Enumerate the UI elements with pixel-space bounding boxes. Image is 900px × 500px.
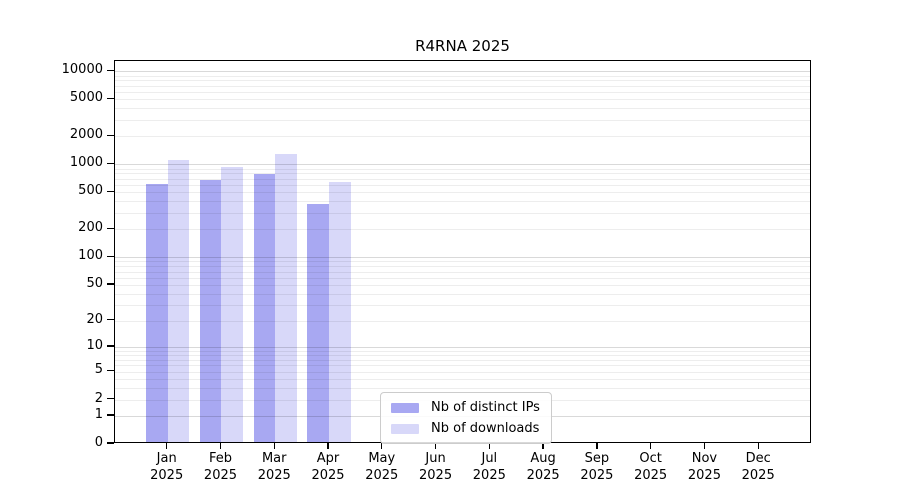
y-tick-label: 1: [94, 406, 103, 422]
legend-label-downloads: Nb of downloads: [431, 421, 540, 436]
x-tick-mark: [596, 443, 598, 449]
y-tick-mark: [107, 319, 114, 321]
bar-downloads-feb: [221, 166, 244, 442]
y-tick-label: 200: [78, 220, 103, 236]
y-tick-label: 100: [78, 248, 103, 264]
y-tick-mark: [107, 69, 114, 71]
x-tick-mark: [649, 443, 652, 449]
bar-distinct-ips-feb: [199, 180, 222, 442]
x-tick-mark: [542, 443, 544, 449]
y-tick-label: 2000: [69, 127, 103, 143]
x-tick-mark: [327, 443, 329, 449]
y-tick-label: 5000: [69, 90, 103, 106]
y-tick-label: 10: [86, 337, 103, 353]
x-tick-mark: [703, 443, 706, 449]
y-tick-label: 500: [78, 183, 103, 199]
legend-swatch-downloads-icon: [391, 423, 419, 434]
x-tick-mark: [757, 443, 759, 449]
x-tick-mark: [273, 443, 275, 449]
bar-downloads-jan: [167, 159, 190, 442]
x-tick-label: Apr 2025: [311, 451, 345, 483]
y-tick-mark: [107, 283, 114, 285]
legend-swatch-ips-icon: [391, 402, 419, 413]
x-tick-label: Jan 2025: [150, 451, 184, 483]
x-tick-label: Dec 2025: [741, 451, 775, 483]
bar-distinct-ips-mar: [253, 173, 276, 442]
x-tick-label: Aug 2025: [526, 451, 560, 483]
y-tick-label: 0: [94, 435, 103, 450]
y-tick-mark: [107, 442, 114, 444]
x-tick-mark: [166, 443, 168, 449]
x-tick-mark: [488, 443, 491, 449]
x-tick-label: Feb 2025: [203, 451, 238, 483]
chart-title: R4RNA 2025: [415, 37, 510, 55]
y-tick-mark: [107, 162, 114, 165]
x-tick-mark: [381, 443, 383, 449]
y-tick-mark: [107, 414, 114, 416]
x-tick-label: Sep 2025: [580, 451, 614, 483]
y-tick-mark: [107, 397, 114, 400]
y-tick-mark: [107, 190, 114, 193]
y-tick-mark: [107, 369, 114, 372]
bar-downloads-apr: [329, 182, 351, 442]
y-tick-label: 1000: [69, 155, 103, 171]
bars-layer: [115, 61, 810, 442]
x-tick-label: Mar 2025: [257, 451, 291, 483]
x-tick-label: Oct 2025: [634, 451, 668, 483]
y-tick-label: 50: [86, 275, 103, 291]
legend-item-downloads: Nb of downloads: [391, 421, 540, 436]
y-tick-mark: [107, 345, 114, 347]
legend-item-distinct-ips: Nb of distinct IPs: [391, 400, 540, 415]
x-tick-mark: [434, 443, 437, 449]
bar-distinct-ips-apr: [307, 203, 329, 442]
y-tick-label: 5: [94, 362, 103, 378]
legend-label-distinct-ips: Nb of distinct IPs: [431, 400, 540, 415]
bar-downloads-mar: [275, 154, 297, 442]
y-tick-label: 2: [94, 390, 103, 406]
y-tick-mark: [107, 227, 114, 230]
y-tick-label: 20: [86, 311, 103, 327]
x-tick-label: Nov 2025: [687, 451, 721, 483]
y-tick-mark: [107, 97, 114, 99]
legend: Nb of distinct IPs Nb of downloads: [380, 392, 552, 444]
y-tick-mark: [107, 134, 114, 137]
bar-distinct-ips-jan: [146, 184, 168, 442]
x-tick-label: Jun 2025: [419, 451, 453, 483]
y-tick-label: 10000: [61, 62, 103, 78]
x-tick-label: Jul 2025: [472, 451, 506, 483]
x-tick-mark: [219, 443, 222, 449]
y-tick-mark: [107, 255, 114, 257]
x-tick-label: May 2025: [365, 451, 399, 483]
